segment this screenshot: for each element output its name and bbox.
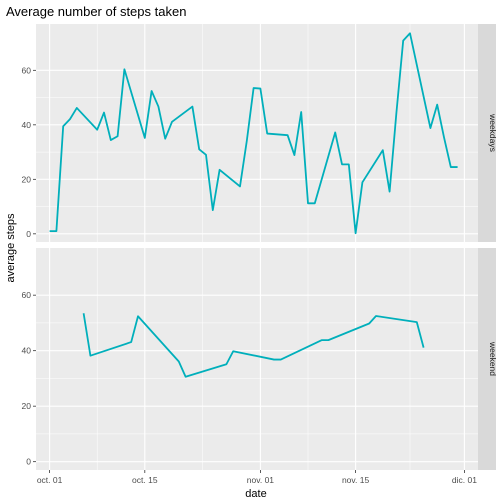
panel-background [36, 24, 478, 242]
series-line-weekend [82, 313, 425, 378]
series-line-weekdays [49, 32, 458, 235]
y-tick-label: 20 [22, 174, 32, 184]
y-tick-label: 0 [26, 457, 31, 467]
panel-background [36, 248, 478, 470]
x-axis-title: date [245, 488, 266, 500]
y-tick-label: 40 [22, 120, 32, 130]
facet-weekdays: 0 20 40 60 weekdays [22, 24, 498, 242]
y-tick-label: 20 [22, 401, 32, 411]
facets-layer: 0 20 40 60 weekdays 0 20 40 60 weekend oct. 01 oct.… [22, 24, 498, 485]
facet-strip [478, 248, 496, 470]
y-tick-label: 0 [26, 229, 31, 239]
x-tick-label: nov. 01 [247, 475, 275, 485]
y-tick-label: 40 [22, 346, 32, 356]
facet-strip [478, 24, 496, 242]
facet-strip-label: weekend [488, 341, 498, 376]
x-tick-label: nov. 15 [342, 475, 370, 485]
x-tick-label: oct. 01 [37, 475, 63, 485]
x-tick-label: oct. 15 [132, 475, 158, 485]
x-tick-label: dic. 01 [452, 475, 477, 485]
facet-weekend: 0 20 40 60 weekend [22, 248, 498, 470]
y-axis-title: average steps [5, 213, 17, 283]
y-tick-label: 60 [22, 290, 32, 300]
facet-strip-label: weekdays [488, 113, 498, 152]
chart-title: Average number of steps taken [6, 4, 186, 19]
y-tick-label: 60 [22, 65, 32, 75]
